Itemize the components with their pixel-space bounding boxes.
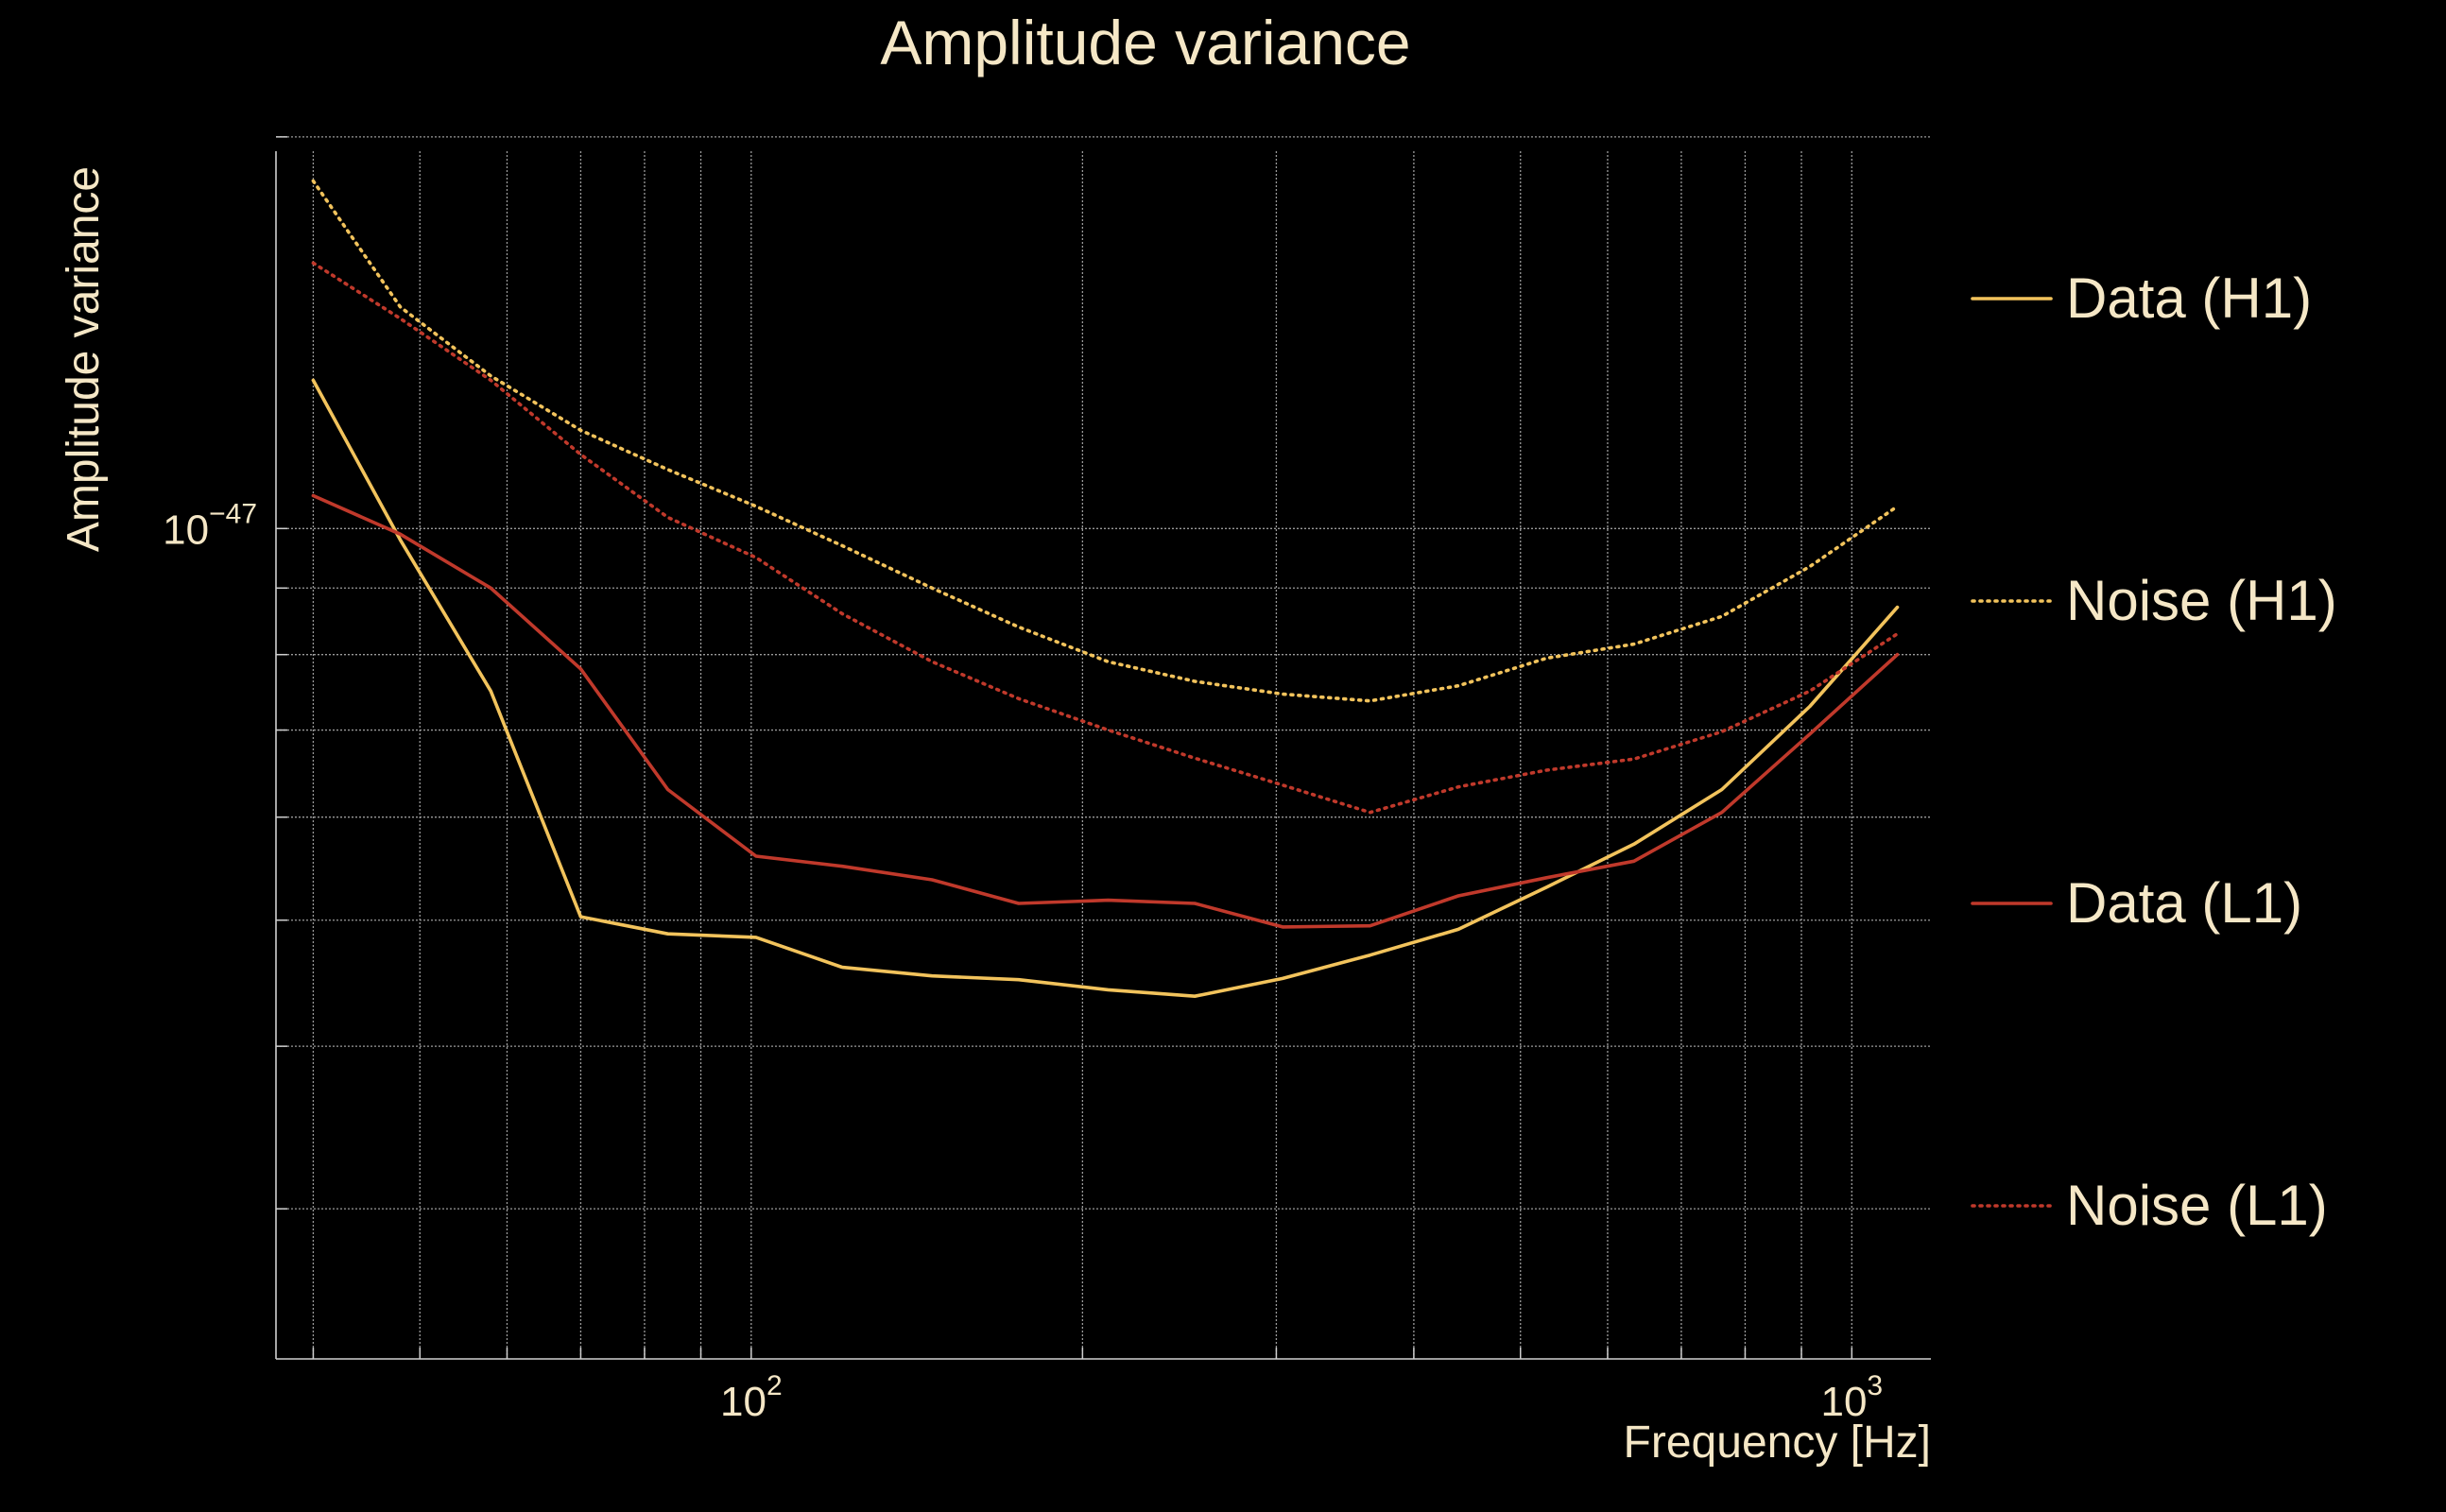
x-axis-label: Frequency [Hz] xyxy=(1624,1418,1931,1468)
legend-item: Data (H1) xyxy=(1971,266,2312,330)
x-tick-label: 103 xyxy=(1820,1370,1883,1425)
x-tick-label: 102 xyxy=(720,1370,783,1425)
tick-label-layer: 102 103 10−47 xyxy=(163,498,1883,1425)
legend-item: Noise (L1) xyxy=(1971,1174,2328,1237)
y-tick-label: 10−47 xyxy=(163,498,257,553)
series-layer xyxy=(311,179,1900,998)
grid-layer xyxy=(276,136,1931,1359)
legend-label: Noise (L1) xyxy=(2066,1174,2328,1237)
series-line-data-h1 xyxy=(311,378,1900,998)
legend-label: Data (L1) xyxy=(2066,871,2302,935)
legend-label: Noise (H1) xyxy=(2066,569,2337,632)
legend-item: Noise (H1) xyxy=(1971,569,2337,632)
chart-title: Amplitude variance xyxy=(880,8,1410,77)
y-axis-label: Amplitude variance xyxy=(59,166,109,552)
axes-layer xyxy=(275,136,1931,1360)
legend-item: Data (L1) xyxy=(1971,871,2302,935)
series-line-noise-h1 xyxy=(311,179,1900,703)
legend-label: Data (H1) xyxy=(2066,266,2312,330)
series-line-data-l1 xyxy=(311,493,1900,929)
legend: Data (H1) Noise (H1) Data (L1) Noise (L1) xyxy=(1971,266,2337,1237)
